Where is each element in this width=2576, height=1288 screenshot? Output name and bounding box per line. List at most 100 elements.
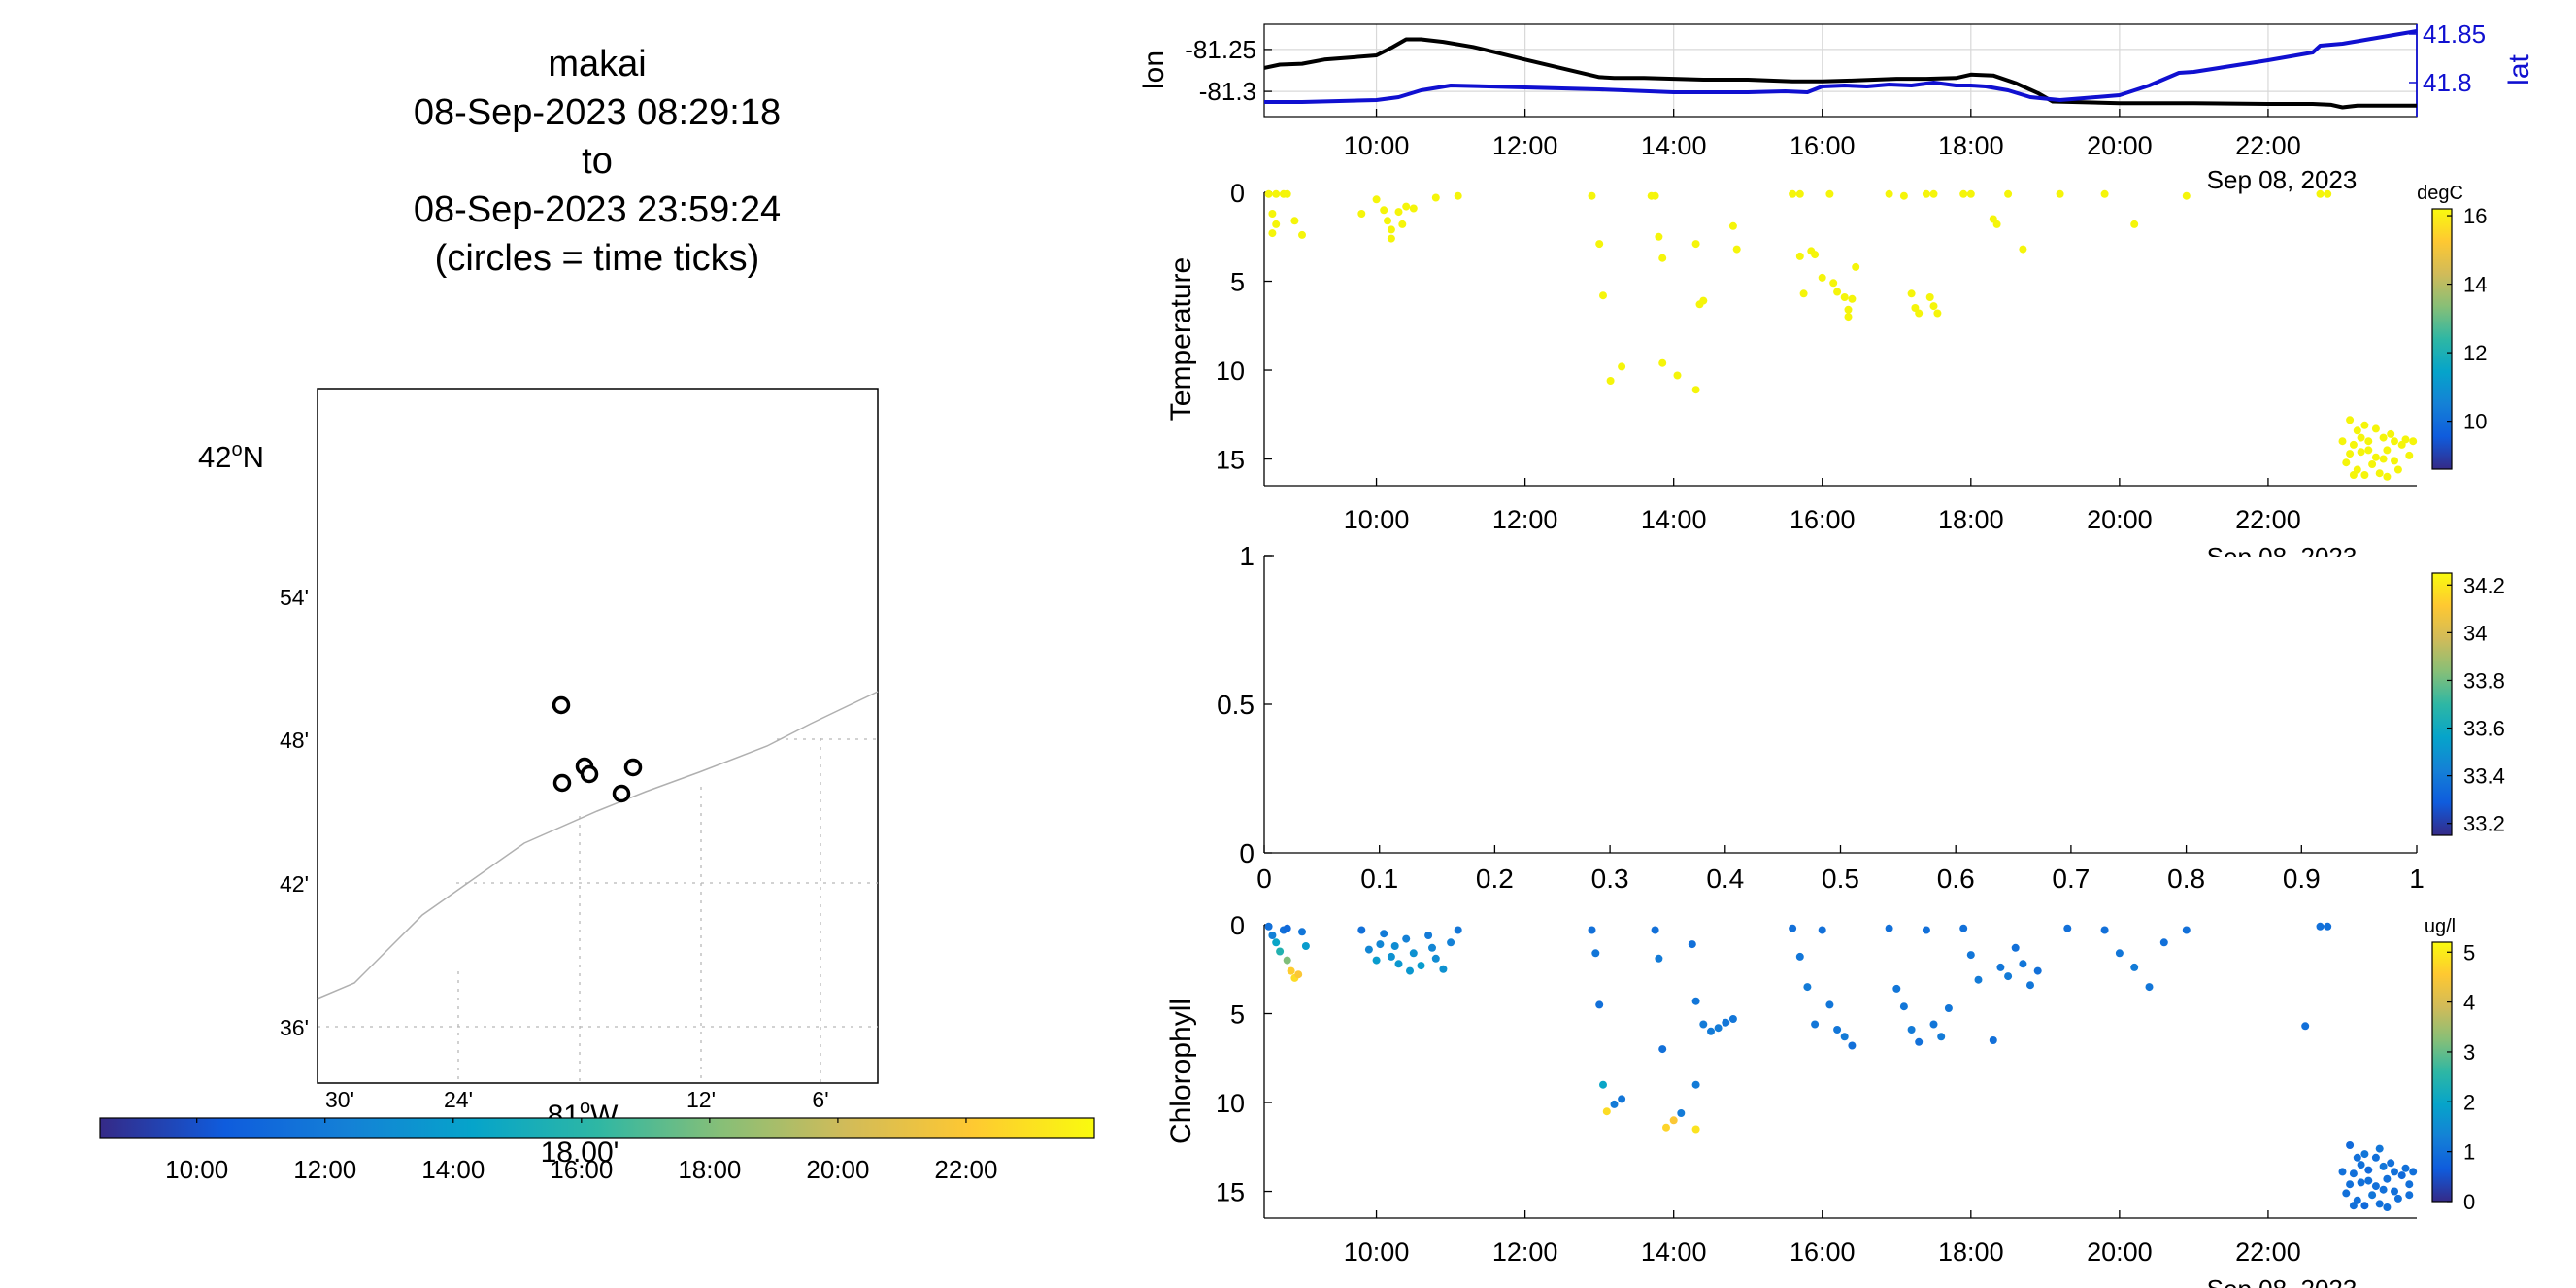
colorbar-unit: degC xyxy=(2417,183,2463,204)
temperature-panel: 0 5 10 15 Temperature 10:00 12:00 14:00 16:00 18:… xyxy=(1165,179,2487,557)
data-point xyxy=(2379,1185,2388,1194)
colorbar-tick-label: 5 xyxy=(2463,940,2475,965)
data-point xyxy=(2379,455,2388,463)
data-point xyxy=(1298,230,1306,239)
lon-series-line xyxy=(1263,37,2417,110)
lon-label-12: 12' xyxy=(686,1087,716,1112)
data-point xyxy=(1959,189,1968,198)
colorbar-bar xyxy=(2431,572,2453,836)
data-point xyxy=(2346,1180,2355,1189)
x-tick-label: 0.2 xyxy=(1476,864,1514,894)
data-point xyxy=(2360,1150,2369,1159)
data-point xyxy=(1364,945,1373,954)
data-point xyxy=(1651,191,1659,200)
data-point xyxy=(2349,440,2358,449)
x-tick-label: 0.9 xyxy=(2283,864,2321,894)
data-point xyxy=(2182,191,2191,200)
data-point xyxy=(2349,1169,2358,1178)
data-points xyxy=(1264,189,2418,481)
data-point xyxy=(2353,426,2361,435)
x-tick-label: 14:00 xyxy=(1641,1237,1707,1267)
data-point xyxy=(2316,922,2325,931)
lon-label-24: 24' xyxy=(444,1087,473,1112)
data-point xyxy=(2115,949,2124,958)
x-tick-label: 12:00 xyxy=(1492,131,1558,160)
time-tick-circle xyxy=(580,764,599,784)
data-point xyxy=(1789,189,1797,198)
data-points xyxy=(1264,922,2418,1211)
data-point xyxy=(1933,309,1942,318)
data-point xyxy=(2379,1162,2388,1170)
data-point xyxy=(2011,943,2020,952)
x-tick-label: 10:00 xyxy=(1344,505,1410,534)
track-map: 42oN 54' 48' 42' 36' 30' 24' 12' 6' 81oW… xyxy=(198,388,879,1169)
data-point xyxy=(1915,1037,1924,1046)
x-tick-label: 16:00 xyxy=(1790,1237,1856,1267)
data-point xyxy=(1885,189,1893,198)
x-tick-label: 20:00 xyxy=(2087,131,2153,160)
data-point xyxy=(2346,416,2355,424)
data-point xyxy=(1376,940,1385,949)
y-tick-label: 0 xyxy=(1239,838,1255,868)
data-point xyxy=(2346,450,2355,458)
data-point xyxy=(1264,922,1273,931)
data-point xyxy=(1829,279,1838,288)
data-point xyxy=(1848,1041,1857,1050)
time-tick-circle xyxy=(552,773,572,793)
data-point xyxy=(2387,429,2395,438)
data-point xyxy=(1795,952,1804,961)
data-point xyxy=(1732,245,1741,254)
data-point xyxy=(1409,949,1418,958)
map-lat-labels: 42oN 54' 48' 42' 36' xyxy=(198,439,309,1040)
data-point xyxy=(2409,1168,2418,1176)
data-point xyxy=(1688,940,1696,949)
x-tick-label: 14:00 xyxy=(1641,505,1707,534)
data-point xyxy=(2371,1182,2380,1191)
data-point xyxy=(2346,1141,2355,1149)
data-point xyxy=(1691,997,1700,1005)
data-point xyxy=(2324,922,2332,931)
x-tick-label: 22:00 xyxy=(2235,131,2301,160)
colorbar-tick-label: 12 xyxy=(2463,341,2487,365)
data-point xyxy=(2357,1161,2365,1169)
x-tick-label: 0.8 xyxy=(2167,864,2205,894)
lon-lat-panel: -81.25 -81.3 41.85 41.8 lon lat 10:00 12:00 14:0… xyxy=(1138,19,2535,194)
data-point xyxy=(1992,220,2001,228)
data-point xyxy=(1795,189,1804,198)
data-point xyxy=(1885,924,1893,932)
data-point xyxy=(1825,189,1834,198)
data-point xyxy=(2364,437,2373,446)
data-point xyxy=(1959,924,1968,932)
time-colorbar-tick-label: 12:00 xyxy=(293,1155,356,1184)
time-colorbar-tick-label: 20:00 xyxy=(806,1155,869,1184)
y-tick-label: 15 xyxy=(1216,1178,1245,1207)
data-point xyxy=(1929,1020,1938,1029)
data-point xyxy=(2033,966,2042,975)
lon-tick-label: -81.3 xyxy=(1199,77,1256,106)
data-point xyxy=(1818,273,1826,282)
x-tick-label: 20:00 xyxy=(2087,505,2153,534)
data-point xyxy=(1276,947,1285,956)
time-colorbar-tick-label: 22:00 xyxy=(934,1155,997,1184)
x-tick-label: 22:00 xyxy=(2235,1237,2301,1267)
data-point xyxy=(2371,1153,2380,1162)
data-point xyxy=(1789,924,1797,932)
x-tick-label: 18:00 xyxy=(1938,1237,2004,1267)
data-point xyxy=(1974,975,1983,984)
colorbar-tick-label: 33.4 xyxy=(2463,764,2505,789)
map-title-line-1: makai xyxy=(548,44,646,85)
lon-label-30: 30' xyxy=(325,1087,354,1112)
data-point xyxy=(2019,245,2027,254)
data-point xyxy=(1406,966,1414,975)
data-point xyxy=(1272,189,1281,198)
data-point xyxy=(2026,981,2034,990)
data-point xyxy=(2375,1200,2384,1208)
y-tick-label: 0.5 xyxy=(1217,690,1255,720)
data-point xyxy=(1591,949,1600,958)
data-point xyxy=(1264,189,1273,198)
x-tick-label: 0.5 xyxy=(1822,864,1859,894)
colorbar: ug/l 5 4 3 2 1 0 xyxy=(2425,916,2475,1214)
map-title-line-2: 08-Sep-2023 08:29:18 xyxy=(414,92,781,133)
data-point xyxy=(2368,460,2377,468)
